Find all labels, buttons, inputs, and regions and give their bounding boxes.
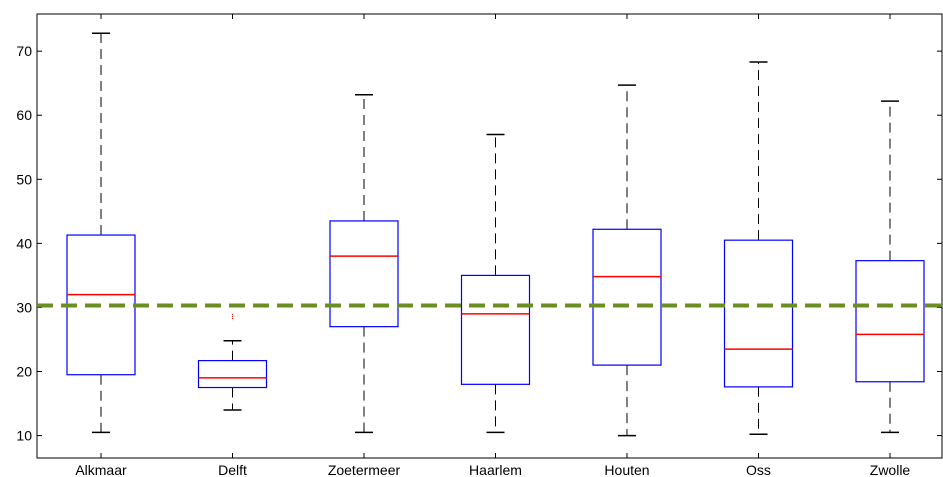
x-tick-label: Oss [746,462,771,477]
box-iqr [723,239,794,388]
y-axis: 10 20 30 40 50 60 70 [16,43,942,444]
box-oss [723,61,794,436]
x-tick-label: Zwolle [870,462,911,477]
x-tick-label: Haarlem [469,462,522,477]
box-iqr [460,274,531,385]
x-tick-label: Alkmaar [75,462,127,477]
box-iqr [592,228,662,366]
box-zwolle [855,100,925,434]
box-iqr [197,360,268,389]
box-haarlem [460,133,531,434]
y-tick-label: 40 [16,235,32,251]
y-tick-label: 30 [16,299,32,315]
box-houten [592,84,662,437]
plot-area [36,13,943,459]
box-iqr [855,260,925,383]
y-tick-label: 20 [16,364,32,380]
x-axis: Alkmaar Delft Zoetermeer Haarlem Houten Oss Zw… [75,14,910,477]
box-group [66,32,925,437]
y-tick-label: 70 [16,43,32,59]
x-tick-label: Zoetermeer [328,462,401,477]
box-zoetermeer [329,93,399,434]
y-tick-label: 10 [16,428,32,444]
x-tick-label: Delft [218,462,247,477]
box-iqr [329,220,399,328]
box-delft [197,314,268,411]
x-tick-label: Houten [604,462,649,477]
y-tick-label: 50 [16,171,32,187]
y-tick-label: 60 [16,107,32,123]
